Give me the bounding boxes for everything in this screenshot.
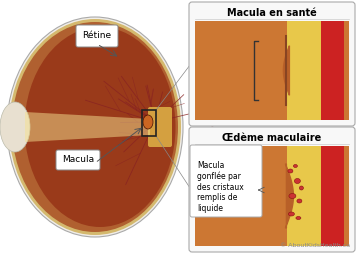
Ellipse shape: [288, 212, 294, 216]
Ellipse shape: [293, 165, 297, 167]
Ellipse shape: [299, 186, 303, 190]
Bar: [321, 21, 344, 120]
Ellipse shape: [288, 169, 293, 173]
Polygon shape: [286, 164, 293, 228]
Bar: [195, 146, 349, 246]
FancyBboxPatch shape: [56, 150, 100, 170]
FancyBboxPatch shape: [190, 145, 262, 217]
Ellipse shape: [0, 102, 30, 152]
Ellipse shape: [7, 17, 183, 237]
Polygon shape: [25, 112, 150, 142]
Bar: [195, 21, 349, 120]
Ellipse shape: [9, 19, 181, 235]
Text: Rétine: Rétine: [83, 31, 111, 40]
Ellipse shape: [289, 194, 296, 198]
Ellipse shape: [12, 22, 178, 232]
Text: Macula en santé: Macula en santé: [227, 8, 317, 18]
FancyBboxPatch shape: [189, 2, 355, 126]
Ellipse shape: [297, 199, 302, 203]
Bar: [287, 146, 321, 246]
FancyBboxPatch shape: [76, 25, 118, 47]
Bar: [287, 21, 321, 120]
Ellipse shape: [294, 179, 300, 183]
Text: © AboutKidsHealth.ca: © AboutKidsHealth.ca: [280, 243, 350, 248]
Bar: [321, 146, 344, 246]
Text: Macula
gonflée par
des cristaux
remplis de
liquide: Macula gonflée par des cristaux remplis …: [197, 161, 244, 213]
Ellipse shape: [143, 115, 153, 129]
Ellipse shape: [25, 27, 176, 227]
FancyBboxPatch shape: [189, 127, 355, 252]
FancyBboxPatch shape: [148, 107, 172, 147]
Text: Macula: Macula: [62, 155, 94, 165]
Text: Œdème maculaire: Œdème maculaire: [222, 133, 321, 143]
Polygon shape: [283, 46, 289, 95]
Ellipse shape: [296, 216, 301, 219]
